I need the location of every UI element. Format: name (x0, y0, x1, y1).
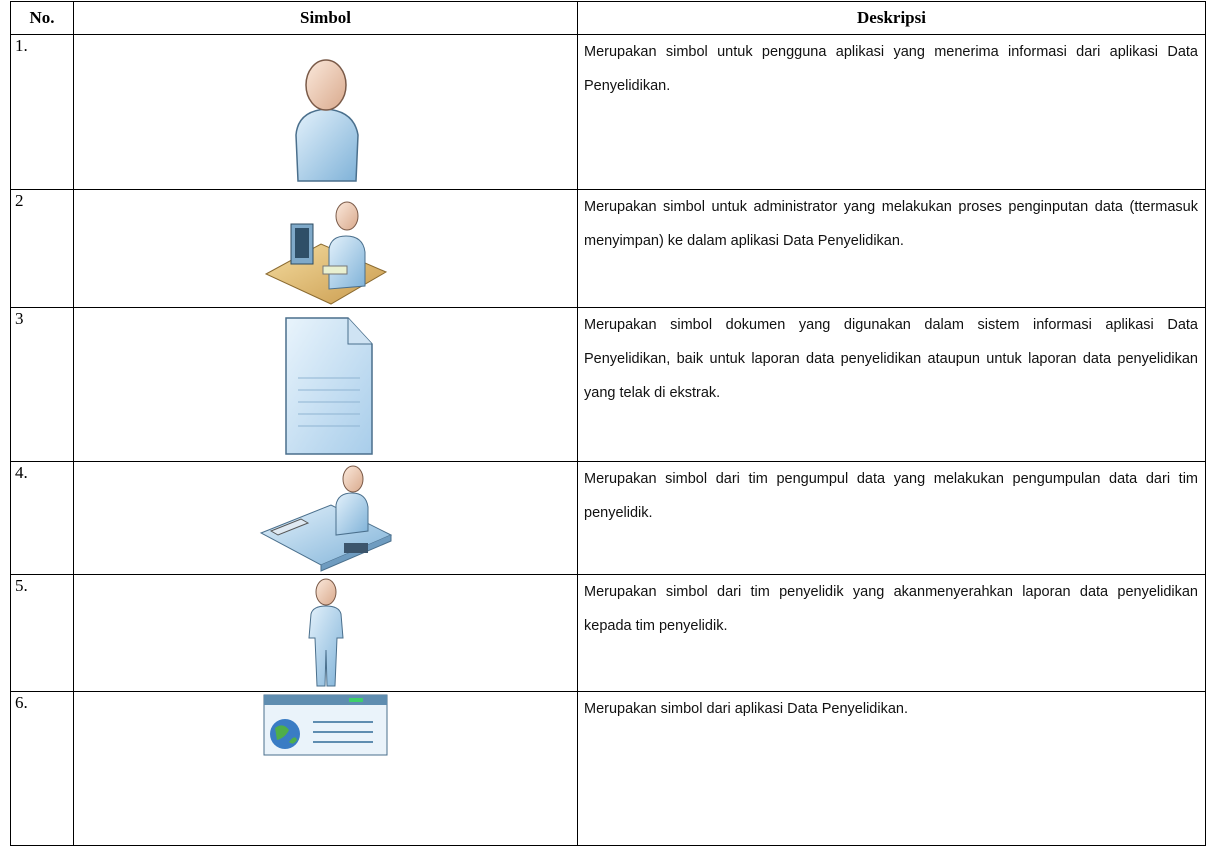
data-collector-icon (259, 465, 392, 572)
symbol-cell (73, 574, 578, 692)
symbol-cell (73, 691, 578, 846)
header-cell: Simbol (73, 1, 578, 35)
symbol-cell (73, 307, 578, 462)
row: 5. Merupakan simbol dari tim penyelidik … (10, 574, 1206, 692)
row: 4. Merupakan simbol dari tim pengumpul d… (10, 461, 1206, 575)
row: 3 Merupakan simbol dokumen yang digunaka… (10, 307, 1206, 462)
number: 1. (10, 34, 74, 190)
row: 2 Merupakan simbol untuk administrator y… (10, 189, 1206, 308)
description: Merupakan simbol dari tim penyelidik yan… (577, 574, 1206, 692)
application-icon (263, 694, 388, 756)
header-row: No. Simbol Deskripsi (10, 1, 1206, 35)
description: Merupakan simbol untuk pengguna aplikasi… (577, 34, 1206, 190)
administrator-icon (264, 201, 387, 305)
number: 5. (10, 574, 74, 692)
number: 6. (10, 691, 74, 846)
document-icon (284, 317, 373, 455)
investigator-icon (307, 578, 344, 687)
header-cell: Deskripsi (577, 1, 1206, 35)
number: 4. (10, 461, 74, 575)
description: Merupakan simbol dari tim pengumpul data… (577, 461, 1206, 575)
symbol-cell (73, 189, 578, 308)
description: Merupakan simbol dokumen yang digunakan … (577, 307, 1206, 462)
symbol-table: No. Simbol Deskripsi 1. Merupakan simbol… (10, 1, 1206, 846)
row: 6. Merupakan simbol dari aplikasi Data P… (10, 691, 1206, 846)
symbol-cell (73, 34, 578, 190)
user-icon (294, 59, 359, 182)
symbol-cell (73, 461, 578, 575)
number: 2 (10, 189, 74, 308)
description: Merupakan simbol dari aplikasi Data Peny… (577, 691, 1206, 846)
row: 1. Merupakan simbol untuk pengguna aplik… (10, 34, 1206, 190)
header-cell: No. (10, 1, 74, 35)
number: 3 (10, 307, 74, 462)
description: Merupakan simbol untuk administrator yan… (577, 189, 1206, 308)
